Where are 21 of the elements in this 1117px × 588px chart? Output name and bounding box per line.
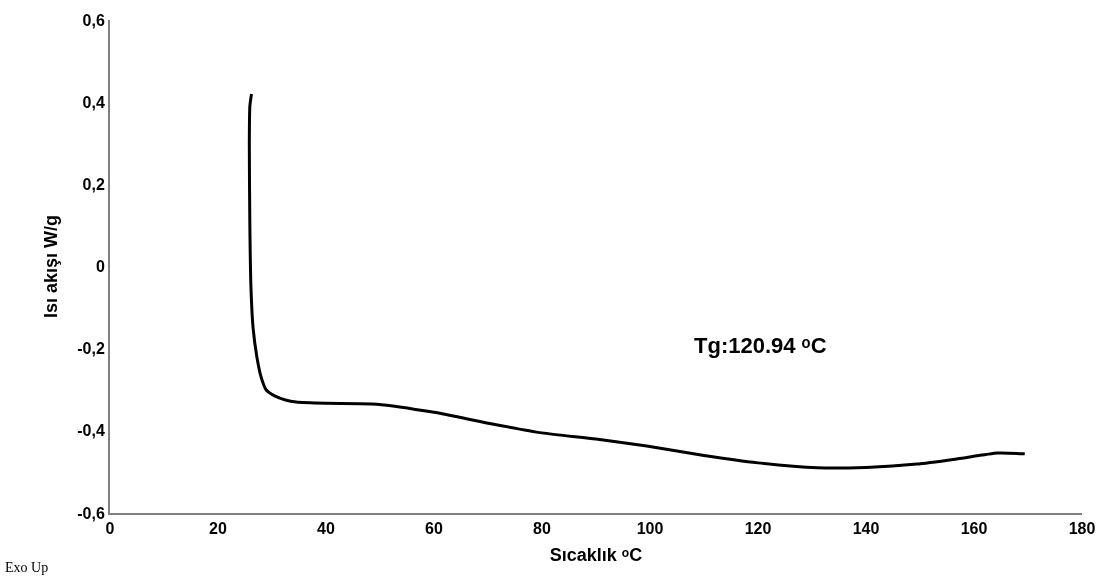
text: Exo Up bbox=[5, 560, 49, 575]
x-tick-label: 120 bbox=[744, 520, 772, 538]
y-tick-label: -0,6 bbox=[77, 504, 105, 522]
y-tick-label: -0,4 bbox=[77, 422, 105, 440]
x-tick-label: 40 bbox=[317, 520, 335, 538]
line-series bbox=[247, 92, 1027, 470]
x-tick-label: 100 bbox=[636, 520, 664, 538]
y-axis-title: Isı akışı W/g bbox=[40, 214, 61, 319]
x-tick-label: 60 bbox=[425, 520, 443, 538]
x-tick-label: 20 bbox=[209, 520, 227, 538]
x-tick-label: 180 bbox=[1068, 520, 1096, 538]
y-tick-label: 0 bbox=[95, 258, 105, 276]
annotation: Tg:120.94 ᵒC bbox=[694, 333, 827, 358]
y-tick-label: 0,6 bbox=[82, 11, 105, 29]
y-tick-label: 0,2 bbox=[82, 175, 105, 193]
x-tick-label: 160 bbox=[960, 520, 988, 538]
x-axis-title: Sıcaklık ᵒC bbox=[549, 544, 643, 565]
x-tick-label: 80 bbox=[533, 520, 551, 538]
y-tick-label: 0,4 bbox=[82, 93, 105, 111]
x-tick-label: 140 bbox=[852, 520, 880, 538]
y-tick-label: -0,2 bbox=[77, 340, 105, 358]
